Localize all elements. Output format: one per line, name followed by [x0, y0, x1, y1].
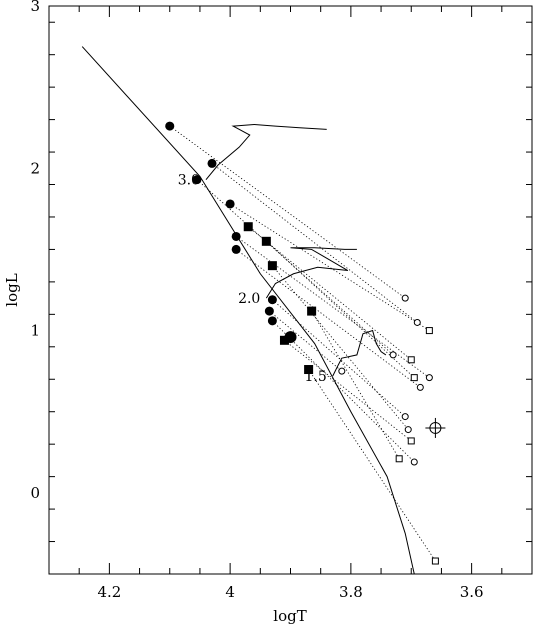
primary-star-marker: [165, 121, 175, 131]
zams-line: [81, 46, 415, 575]
primary-star-marker: [279, 335, 289, 345]
pair-line: [235, 236, 430, 378]
plot-frame: [48, 5, 533, 575]
pair-line: [272, 299, 406, 417]
pair-line: [272, 265, 409, 430]
primary-star-marker: [267, 261, 277, 271]
pair-line: [272, 320, 415, 463]
secondary-star-marker: [410, 458, 418, 466]
x-tick-label: 4: [225, 583, 235, 601]
secondary-star-marker: [401, 413, 409, 421]
primary-star-marker: [192, 175, 202, 185]
y-tick-label: 2: [30, 159, 40, 177]
pair-line: [235, 249, 421, 388]
highlight-marker: [284, 331, 297, 344]
secondary-star-marker: [407, 437, 415, 445]
pair-line: [266, 241, 415, 378]
secondary-star-marker: [389, 351, 397, 359]
primary-star-marker: [225, 199, 235, 209]
primary-star-marker: [264, 306, 274, 316]
track-2.0: [265, 247, 357, 299]
pair-line: [311, 310, 400, 459]
primary-star-marker: [267, 316, 277, 326]
primary-star-marker: [261, 236, 271, 246]
primary-star-marker: [304, 365, 314, 375]
pair-line: [211, 163, 418, 323]
pair-line: [229, 203, 430, 331]
pair-line: [247, 226, 412, 361]
primary-star-marker: [231, 244, 241, 254]
primary-star-marker: [307, 306, 317, 316]
secondary-star-marker: [425, 327, 433, 335]
x-tick-label: 4.2: [97, 583, 121, 601]
markers: [165, 121, 446, 565]
pair-line: [308, 369, 436, 562]
secondary-star-marker: [395, 455, 403, 463]
pair-line: [269, 310, 343, 372]
track-1.5: [332, 329, 387, 377]
secondary-star-marker: [404, 426, 412, 434]
secondary-star-marker: [407, 356, 415, 364]
y-tick-label: 3: [30, 0, 40, 15]
x-axis-title: logT: [273, 607, 306, 624]
track-3.0: [205, 123, 327, 180]
primary-star-marker: [231, 231, 241, 241]
secondary-star-marker: [413, 318, 421, 326]
primary-star-marker: [243, 222, 253, 232]
pair-line: [169, 125, 406, 299]
x-tick-label: 3.6: [460, 583, 484, 601]
secondary-star-marker: [425, 374, 433, 382]
axis-ticks: 4.2 4 3.8 3.6 0 1 2 3: [30, 0, 533, 601]
star-pairs: [169, 125, 436, 562]
secondary-star-marker: [401, 294, 409, 302]
primary-star-marker: [267, 295, 277, 305]
primary-star-marker: [207, 158, 217, 168]
y-tick-label: 1: [30, 322, 40, 340]
secondary-star-marker: [431, 557, 439, 565]
x-tick-label: 3.8: [339, 583, 363, 601]
y-tick-label: 0: [30, 484, 40, 502]
y-axis-title: logL: [3, 273, 21, 306]
zams-curve: [81, 46, 415, 575]
secondary-star-marker: [416, 383, 424, 391]
secondary-star-marker: [410, 374, 418, 382]
track-label: 2.0: [238, 291, 260, 307]
secondary-star-marker: [338, 367, 346, 375]
